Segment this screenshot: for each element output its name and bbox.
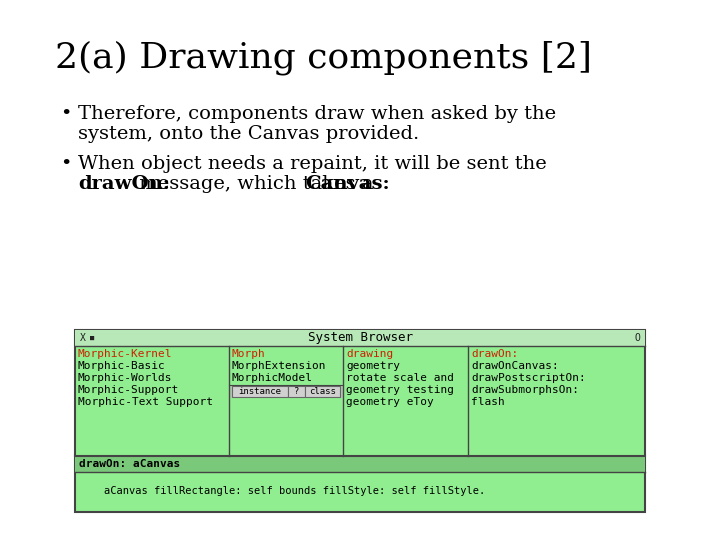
Text: •: • — [60, 105, 71, 123]
Text: Morphic-Support: Morphic-Support — [78, 385, 179, 395]
Bar — [75, 330, 645, 512]
Text: class: class — [309, 387, 336, 396]
Text: MorphExtension: MorphExtension — [232, 361, 326, 371]
Text: drawOn:: drawOn: — [78, 175, 170, 193]
Text: O: O — [634, 333, 640, 343]
Bar — [75, 456, 645, 472]
Text: Morphic-Basic: Morphic-Basic — [78, 361, 166, 371]
Text: drawOn: aCanvas: drawOn: aCanvas — [79, 459, 180, 469]
Text: aCanvas fillRectangle: self bounds fillStyle: self fillStyle.: aCanvas fillRectangle: self bounds fillS… — [79, 486, 485, 496]
Text: 2(a) Drawing components [2]: 2(a) Drawing components [2] — [55, 40, 592, 75]
Text: Morphic-Kernel: Morphic-Kernel — [78, 349, 173, 359]
Text: flash: flash — [472, 397, 505, 407]
Text: drawSubmorphsOn:: drawSubmorphsOn: — [472, 385, 580, 395]
Text: system, onto the Canvas provided.: system, onto the Canvas provided. — [78, 125, 419, 143]
Text: ■: ■ — [90, 335, 94, 341]
Text: Morph: Morph — [232, 349, 266, 359]
Text: ?: ? — [294, 387, 300, 396]
Bar — [75, 330, 645, 346]
Bar — [232, 386, 288, 397]
Text: drawing: drawing — [346, 349, 393, 359]
Text: rotate scale and: rotate scale and — [346, 373, 454, 383]
Text: •: • — [60, 155, 71, 173]
Text: X: X — [80, 333, 86, 343]
Text: geometry testing: geometry testing — [346, 385, 454, 395]
Text: geometry: geometry — [346, 361, 400, 371]
Bar — [229, 385, 343, 398]
Text: Morphic-Worlds: Morphic-Worlds — [78, 373, 173, 383]
Text: drawOn:: drawOn: — [472, 349, 518, 359]
Bar — [288, 386, 305, 397]
Text: Canvas:: Canvas: — [305, 175, 390, 193]
Text: drawPostscriptOn:: drawPostscriptOn: — [472, 373, 586, 383]
Text: message, which takes a: message, which takes a — [133, 175, 379, 193]
Text: Morphic-Text Support: Morphic-Text Support — [78, 397, 213, 407]
Bar — [305, 386, 340, 397]
Text: instance: instance — [238, 387, 282, 396]
Text: geometry eToy: geometry eToy — [346, 397, 433, 407]
Text: System Browser: System Browser — [307, 332, 413, 345]
Text: When object needs a repaint, it will be sent the: When object needs a repaint, it will be … — [78, 155, 546, 173]
Text: Therefore, components draw when asked by the: Therefore, components draw when asked by… — [78, 105, 556, 123]
Text: drawOnCanvas:: drawOnCanvas: — [472, 361, 559, 371]
Text: MorphicModel: MorphicModel — [232, 373, 313, 383]
